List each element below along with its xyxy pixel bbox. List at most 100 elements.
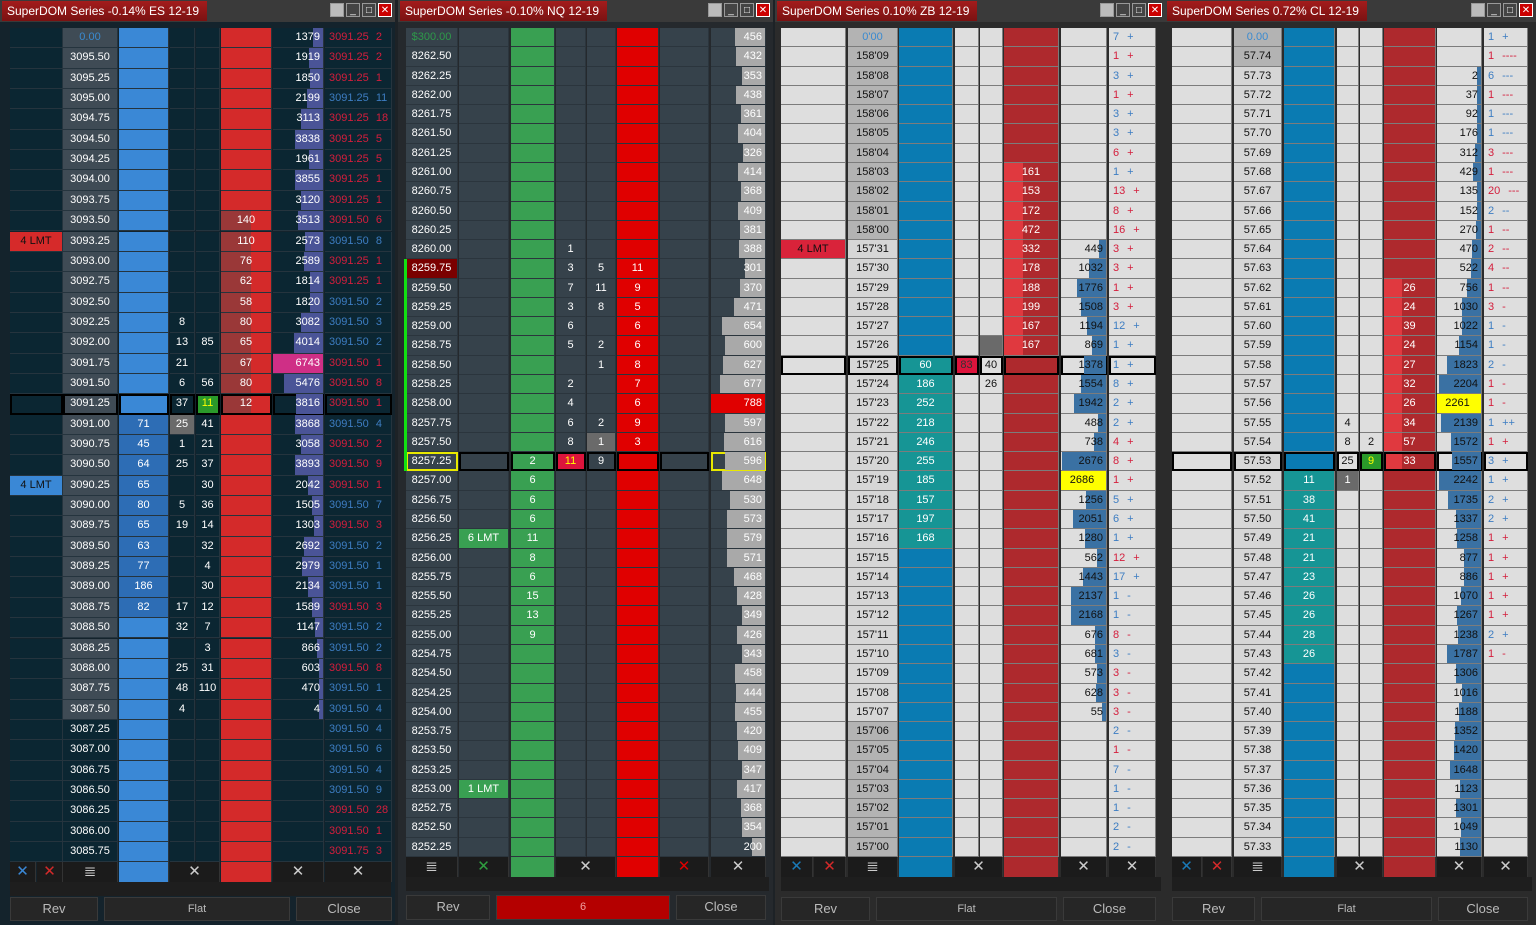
order-cell[interactable] <box>10 292 63 313</box>
price-cell[interactable]: 0'00 <box>848 28 898 48</box>
close-icon[interactable]: ✕ <box>1148 3 1162 17</box>
order-cell[interactable] <box>781 201 846 221</box>
price-cell[interactable]: 8256.50 <box>406 510 458 530</box>
ask-cell[interactable]: 9 <box>617 278 659 298</box>
ask-cell[interactable] <box>1384 779 1436 800</box>
bid-cell[interactable] <box>899 66 953 86</box>
minimize-icon[interactable]: _ <box>724 3 738 17</box>
bid-cell[interactable] <box>1284 452 1335 472</box>
bid-cell[interactable] <box>511 182 555 202</box>
sell-order-cell[interactable] <box>660 490 709 510</box>
price-cell[interactable]: 8256.25 <box>406 529 458 549</box>
price-cell[interactable]: 157'19 <box>848 471 898 491</box>
bid-cell[interactable] <box>1284 683 1335 703</box>
price-cell[interactable]: 57.36 <box>1234 779 1282 800</box>
bid-cell[interactable]: 65 <box>119 475 169 497</box>
bid-cell[interactable] <box>1284 240 1335 260</box>
bid-cell[interactable] <box>511 278 555 298</box>
bid-cell[interactable] <box>119 638 169 659</box>
bid-cell[interactable] <box>511 760 555 780</box>
bid-cell[interactable]: 157 <box>899 490 953 510</box>
price-cell[interactable]: 8259.50 <box>406 278 458 298</box>
clear-trades-icon[interactable]: ✕ <box>1337 857 1383 877</box>
bid-cell[interactable] <box>511 722 555 742</box>
ask-cell[interactable] <box>221 801 272 822</box>
center-icon[interactable]: ≣ <box>406 857 458 877</box>
bid-cell[interactable] <box>1284 760 1335 780</box>
price-cell[interactable]: 57.56 <box>1234 394 1282 414</box>
bid-cell[interactable] <box>119 292 169 313</box>
order-cell[interactable] <box>459 644 509 665</box>
order-cell[interactable] <box>1172 683 1232 703</box>
ask-cell[interactable] <box>617 162 659 183</box>
bid-cell[interactable] <box>511 837 555 858</box>
ask-cell[interactable] <box>1384 760 1436 780</box>
price-cell[interactable]: 3088.00 <box>63 658 118 680</box>
bid-cell[interactable] <box>1284 432 1335 453</box>
price-cell[interactable]: 57.61 <box>1234 297 1282 318</box>
ask-cell[interactable]: 6 <box>617 394 659 414</box>
bid-cell[interactable] <box>119 719 169 741</box>
order-cell[interactable]: 1 LMT <box>459 779 509 800</box>
ask-cell[interactable] <box>1384 818 1436 838</box>
ask-cell[interactable]: 12 <box>221 394 272 415</box>
price-cell[interactable]: 3091.00 <box>63 414 118 435</box>
ask-cell[interactable] <box>1004 760 1059 780</box>
ask-cell[interactable] <box>1004 548 1059 568</box>
bid-cell[interactable] <box>119 48 169 69</box>
order-cell[interactable] <box>781 336 846 356</box>
sell-order-cell[interactable] <box>660 297 709 318</box>
ask-cell[interactable] <box>1004 47 1059 67</box>
price-cell[interactable]: 157'23 <box>848 394 898 414</box>
clear-trades-icon[interactable]: ✕ <box>955 857 1003 877</box>
price-cell[interactable]: 157'25 <box>848 355 898 376</box>
bid-cell[interactable] <box>119 842 169 863</box>
ask-cell[interactable]: 65 <box>221 333 272 354</box>
bid-cell[interactable] <box>119 740 169 761</box>
ask-cell[interactable] <box>221 68 272 90</box>
ask-cell[interactable] <box>221 48 272 69</box>
ask-cell[interactable] <box>1004 529 1059 549</box>
order-cell[interactable] <box>459 240 509 260</box>
price-cell[interactable]: 57.53 <box>1234 452 1282 472</box>
bid-cell[interactable] <box>1284 664 1335 684</box>
ask-cell[interactable]: 57 <box>1384 432 1436 453</box>
bid-cell[interactable] <box>511 143 555 163</box>
ask-cell[interactable] <box>1384 220 1436 241</box>
price-cell[interactable]: 0.00 <box>63 28 118 49</box>
close-position-button[interactable]: Close <box>1063 897 1156 921</box>
bid-cell[interactable]: 2 <box>511 452 555 472</box>
ask-cell[interactable] <box>221 435 272 456</box>
order-cell[interactable] <box>1172 529 1232 549</box>
clear-trades-icon[interactable]: ✕ <box>170 862 220 882</box>
price-cell[interactable]: 157'29 <box>848 278 898 298</box>
clear-volume-icon[interactable]: ✕ <box>711 857 766 877</box>
sell-order-cell[interactable] <box>660 336 709 356</box>
bid-cell[interactable] <box>511 644 555 665</box>
price-cell[interactable]: 8262.25 <box>406 66 458 86</box>
bid-cell[interactable] <box>511 66 555 86</box>
ask-cell[interactable] <box>221 414 272 435</box>
order-cell[interactable] <box>459 683 509 703</box>
order-cell[interactable] <box>781 162 846 183</box>
order-cell[interactable] <box>781 375 846 395</box>
order-cell[interactable] <box>1172 741 1232 761</box>
bid-cell[interactable] <box>899 259 953 279</box>
sell-order-cell[interactable] <box>660 85 709 106</box>
price-cell[interactable]: 157'12 <box>848 606 898 626</box>
order-cell[interactable]: 4 LMT <box>10 475 63 497</box>
close-icon[interactable]: ✕ <box>1519 3 1533 17</box>
price-cell[interactable]: 57.48 <box>1234 548 1282 568</box>
sell-order-cell[interactable] <box>660 278 709 298</box>
sell-order-cell[interactable] <box>660 355 709 376</box>
ask-cell[interactable] <box>1384 201 1436 221</box>
bid-cell[interactable] <box>119 170 169 191</box>
price-cell[interactable]: 3087.75 <box>63 679 118 700</box>
bid-cell[interactable] <box>1284 143 1335 163</box>
bid-cell[interactable] <box>1284 47 1335 67</box>
ask-cell[interactable] <box>617 799 659 819</box>
bid-cell[interactable] <box>511 799 555 819</box>
ask-cell[interactable] <box>1384 587 1436 607</box>
order-cell[interactable] <box>1172 355 1232 376</box>
bid-cell[interactable] <box>119 68 169 90</box>
